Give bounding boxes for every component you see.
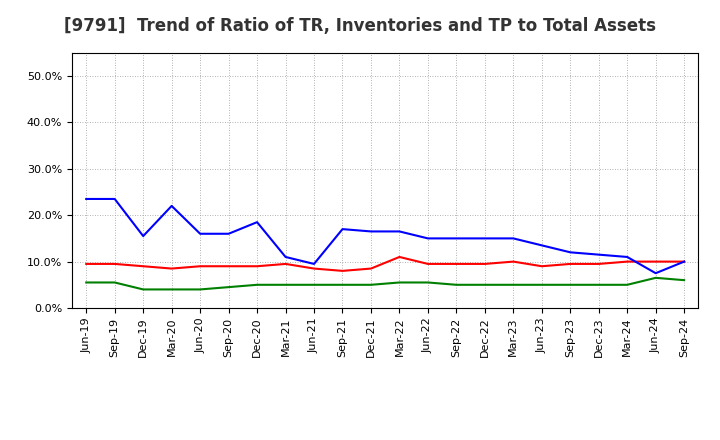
Inventories: [82, 196, 91, 202]
Trade Payables: [110, 280, 119, 285]
Trade Payables: [139, 287, 148, 292]
Inventories: [537, 243, 546, 248]
Trade Receivables: [110, 261, 119, 267]
Trade Receivables: [680, 259, 688, 264]
Trade Receivables: [253, 264, 261, 269]
Trade Receivables: [595, 261, 603, 267]
Inventories: [480, 236, 489, 241]
Trade Payables: [595, 282, 603, 287]
Trade Receivables: [652, 259, 660, 264]
Inventories: [623, 254, 631, 260]
Inventories: [196, 231, 204, 236]
Inventories: [395, 229, 404, 234]
Inventories: [680, 259, 688, 264]
Trade Receivables: [452, 261, 461, 267]
Trade Payables: [310, 282, 318, 287]
Trade Receivables: [480, 261, 489, 267]
Line: Trade Receivables: Trade Receivables: [86, 257, 684, 271]
Trade Payables: [480, 282, 489, 287]
Trade Payables: [623, 282, 631, 287]
Trade Receivables: [139, 264, 148, 269]
Inventories: [167, 203, 176, 209]
Inventories: [139, 234, 148, 239]
Inventories: [652, 271, 660, 276]
Trade Receivables: [423, 261, 432, 267]
Inventories: [310, 261, 318, 267]
Trade Payables: [652, 275, 660, 280]
Trade Receivables: [310, 266, 318, 271]
Trade Receivables: [566, 261, 575, 267]
Trade Payables: [452, 282, 461, 287]
Trade Receivables: [366, 266, 375, 271]
Trade Payables: [196, 287, 204, 292]
Trade Payables: [338, 282, 347, 287]
Trade Receivables: [282, 261, 290, 267]
Inventories: [452, 236, 461, 241]
Inventories: [423, 236, 432, 241]
Trade Receivables: [537, 264, 546, 269]
Trade Receivables: [196, 264, 204, 269]
Trade Payables: [509, 282, 518, 287]
Trade Payables: [423, 280, 432, 285]
Inventories: [338, 227, 347, 232]
Line: Inventories: Inventories: [86, 199, 684, 273]
Inventories: [595, 252, 603, 257]
Trade Payables: [225, 285, 233, 290]
Trade Payables: [366, 282, 375, 287]
Trade Payables: [167, 287, 176, 292]
Trade Payables: [537, 282, 546, 287]
Inventories: [366, 229, 375, 234]
Trade Payables: [82, 280, 91, 285]
Trade Receivables: [82, 261, 91, 267]
Trade Receivables: [509, 259, 518, 264]
Trade Receivables: [338, 268, 347, 274]
Line: Trade Payables: Trade Payables: [86, 278, 684, 290]
Inventories: [509, 236, 518, 241]
Inventories: [110, 196, 119, 202]
Inventories: [566, 249, 575, 255]
Trade Receivables: [395, 254, 404, 260]
Inventories: [282, 254, 290, 260]
Text: [9791]  Trend of Ratio of TR, Inventories and TP to Total Assets: [9791] Trend of Ratio of TR, Inventories…: [64, 18, 656, 35]
Trade Payables: [253, 282, 261, 287]
Inventories: [253, 220, 261, 225]
Trade Payables: [680, 278, 688, 283]
Trade Payables: [395, 280, 404, 285]
Inventories: [225, 231, 233, 236]
Trade Receivables: [225, 264, 233, 269]
Trade Receivables: [623, 259, 631, 264]
Trade Payables: [566, 282, 575, 287]
Trade Payables: [282, 282, 290, 287]
Trade Receivables: [167, 266, 176, 271]
